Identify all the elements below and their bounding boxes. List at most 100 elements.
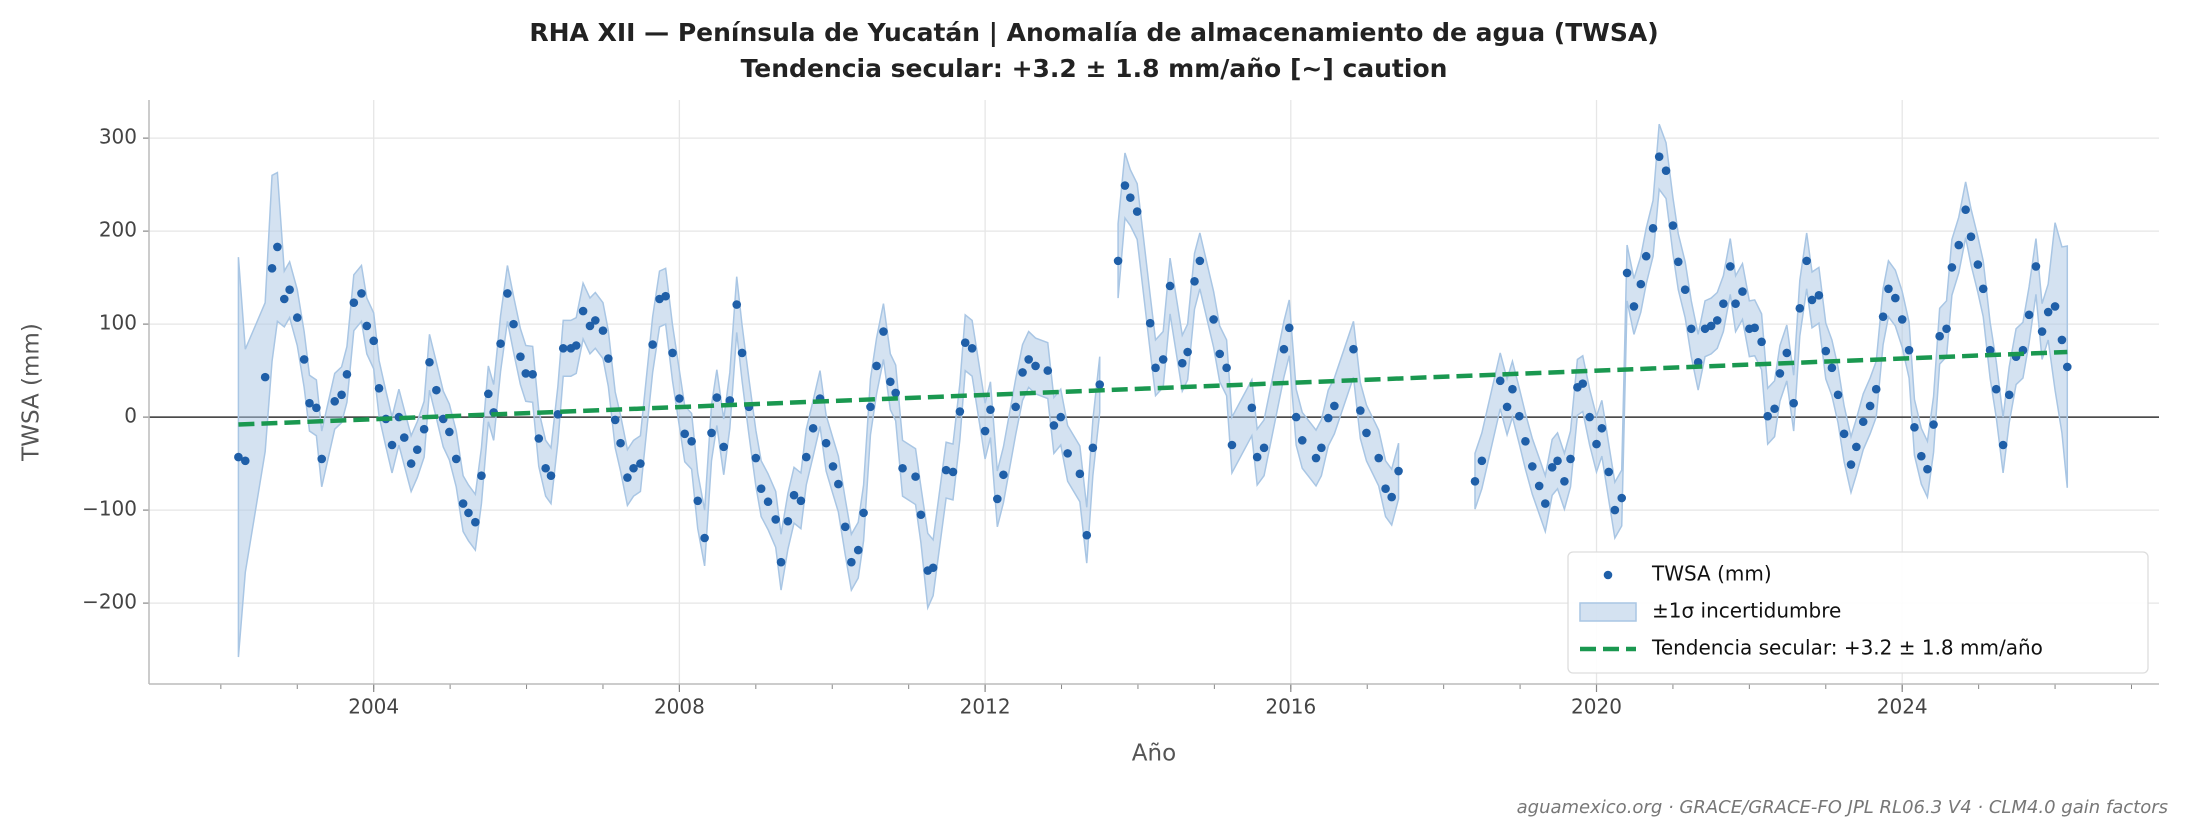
data-point [1349,344,1358,354]
data-point [2062,362,2072,372]
data-point [342,370,352,379]
data-point [623,473,632,482]
data-point [1247,403,1257,413]
data-point [234,452,243,462]
data-point [2004,390,2014,400]
data-point [661,291,670,301]
data-point [273,242,282,252]
data-point [1897,315,1907,324]
data-point [725,396,735,405]
data-point [1362,428,1371,438]
data-point [911,472,920,481]
data-point [993,494,1002,504]
data-point [369,336,378,346]
data-point [292,313,302,322]
data-point [668,348,677,358]
data-point [853,545,863,555]
data-point [680,429,690,439]
data-point [1165,281,1175,291]
data-point [1297,436,1307,445]
data-point [1871,384,1881,394]
data-point [1566,454,1575,464]
data-point [1120,181,1130,190]
data-point [1661,166,1671,175]
data-point [528,370,537,379]
x-tick-label: 2016 [1265,695,1316,719]
uncertainty-band [237,171,1101,658]
data-point [955,407,965,416]
data-point [1477,456,1487,466]
data-point [1719,299,1728,308]
data-point [1095,380,1105,389]
data-point [2024,310,2034,320]
data-point [719,442,729,452]
data-point [980,426,990,436]
legend-label: Tendencia secular: +3.2 ± 1.8 mm/año [1651,636,2043,660]
data-point [496,339,505,348]
legend-box [1567,551,2149,674]
data-point [399,433,409,442]
data-point [1668,221,1678,230]
data-point [1227,440,1237,450]
data-point [503,289,512,298]
data-point [1063,449,1072,458]
data-point [484,389,493,399]
data-point [801,452,811,462]
data-point [1725,262,1735,271]
data-point [1935,331,1944,341]
data-point [1770,404,1779,414]
data-point [948,467,958,477]
uncertainty-band [1117,152,1400,527]
data-point [960,338,970,348]
data-point [1947,263,1957,272]
data-point [1865,401,1875,411]
data-point [267,264,277,273]
legend-marker [1603,570,1613,580]
data-point [299,355,309,364]
chart-title: RHA XII — Península de Yucatán | Anomalí… [529,18,1658,47]
data-point [1018,368,1027,377]
data-point [1075,469,1085,479]
data-point [1515,411,1524,421]
data-point [1917,451,1926,461]
data-point [1222,363,1231,373]
data-point [1381,484,1390,494]
data-point [1311,453,1321,463]
data-point [707,428,716,438]
data-point [1508,384,1517,394]
data-point [751,453,761,463]
data-point [1712,316,1722,325]
data-point [534,434,544,443]
data-point [1215,349,1225,359]
data-point [1183,347,1192,357]
data-point [1177,358,1187,368]
data-point [1821,346,1831,356]
data-point [1954,240,1964,250]
data-point [1541,499,1550,508]
data-point [1394,466,1403,476]
data-point [886,377,895,387]
data-point [1547,463,1557,472]
data-point [509,319,518,329]
data-point [1374,453,1383,463]
data-point [732,300,742,309]
data-point [840,522,850,532]
data-point [771,515,780,524]
data-point [477,471,486,480]
data-point [1648,224,1658,233]
x-axis-label: Año [1132,741,1176,767]
data-point [700,533,709,543]
data-point [362,321,372,331]
data-point [1560,476,1569,486]
data-point [357,289,366,298]
data-point [1973,260,1983,269]
x-tick-label: 2008 [654,695,705,719]
data-point [445,427,454,437]
data-point [1636,279,1646,289]
data-point [1789,398,1798,408]
data-point [687,436,696,446]
data-point [1985,345,1995,355]
data-point [1252,452,1262,462]
x-tick-label: 2024 [1877,695,1928,719]
